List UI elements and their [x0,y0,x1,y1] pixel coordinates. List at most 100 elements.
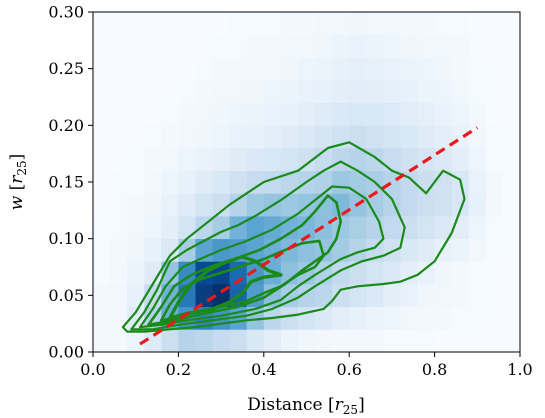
heatmap-cell [485,193,504,217]
heatmap-cell [366,148,384,172]
heatmap-cell [383,306,401,330]
heatmap-cell [400,102,418,126]
heatmap-cell [110,284,128,308]
heatmap-cell [144,34,162,58]
heatmap-cell [349,12,367,36]
heatmap-cell [110,261,128,285]
heatmap-cell [485,306,504,330]
heatmap-cell [451,261,470,285]
heatmap-cell [297,102,316,126]
heatmap-cell [502,102,521,126]
heatmap-cell [246,80,265,104]
heatmap-cell [93,12,111,36]
heatmap-cell [212,80,231,104]
y-axis-label-unit: r [7,175,27,184]
heatmap-cell [127,216,145,240]
heatmap-cell [349,170,367,194]
heatmap-cell [110,170,128,194]
heatmap-cell [451,329,470,353]
heatmap-cell [93,284,111,308]
heatmap-cell [229,125,248,149]
heatmap-cell [434,12,453,36]
heatmap-cell [400,12,418,36]
heatmap-cell [383,34,401,58]
heatmap-cell [383,12,401,36]
heatmap-cell [485,125,504,149]
heatmap-cell [485,170,504,194]
heatmap-cell [161,170,179,194]
heatmap-cell [212,125,231,149]
heatmap-cell [434,193,453,217]
heatmap-cell [263,170,282,194]
heatmap-cell [400,238,418,262]
heatmap-cell [280,125,299,149]
heatmap-cell [178,193,196,217]
heatmap-cell [400,193,418,217]
heatmap-cell [434,216,453,240]
heatmap-cell [246,12,265,36]
heatmap-cell [451,57,470,81]
heatmap-cell [315,125,333,149]
heatmap-cell [144,261,162,285]
heatmap-cell [93,57,111,81]
heatmap-cell [246,57,265,81]
heatmap-cell [127,170,145,194]
heatmap-cell [315,34,333,58]
x-axis-ticks: 0.0 0.2 0.4 0.6 0.8 1.0 [80,352,533,379]
heatmap-cell [212,34,231,58]
heatmap-cell [502,193,521,217]
x-axis-label-bracket-close: ] [358,395,365,415]
heatmap-cell [161,57,179,81]
heatmap-cell [110,238,128,262]
heatmap-cell [485,102,504,126]
heatmap-cell [263,125,282,149]
heatmap-cell [297,34,316,58]
contour-line-level-4 [147,194,343,327]
heatmap-cell [127,284,145,308]
heatmap-cell [468,329,487,353]
heatmap-cell [417,34,435,58]
heatmap-cell [263,329,282,353]
heatmap-cell [93,261,111,285]
heatmap-cell [195,12,213,36]
heatmap-cell [434,102,453,126]
heatmap-cell [366,284,384,308]
heatmap-cell [195,284,213,308]
heatmap-cell [212,148,231,172]
heatmap-cell [485,57,504,81]
heatmap-cell [400,216,418,240]
heatmap-cell [315,170,333,194]
heatmap-cell [434,80,453,104]
heatmap-cell [502,216,521,240]
heatmap-cell [246,170,265,194]
heatmap-cell [485,34,504,58]
heatmap-cell [229,148,248,172]
heatmap-cell [195,125,213,149]
heatmap-cell [468,125,487,149]
heatmap-cell [246,329,265,353]
heatmap-cell [417,284,435,308]
heatmap-cell [263,12,282,36]
x-tick-label: 0.8 [422,360,447,379]
heatmap-cell [434,284,453,308]
heatmap-cell [144,170,162,194]
heatmap-cell [110,34,128,58]
heatmap-cell [468,148,487,172]
heatmap-cell [93,238,111,262]
heatmap-cell [110,125,128,149]
heatmap-cell [349,261,367,285]
heatmap-cell [144,57,162,81]
heatmap-cell [280,193,299,217]
heatmap-cell [263,216,282,240]
y-tick-label: 0.05 [48,286,84,305]
heatmap-cell [110,12,128,36]
heatmap-cell [332,148,350,172]
heatmap-cell [161,216,179,240]
heatmap-cell [451,148,470,172]
heatmap-cell [212,329,231,353]
heatmap-cell [366,329,384,353]
heatmap-cell [212,57,231,81]
heatmap-cell [127,148,145,172]
heatmap-cell [383,216,401,240]
